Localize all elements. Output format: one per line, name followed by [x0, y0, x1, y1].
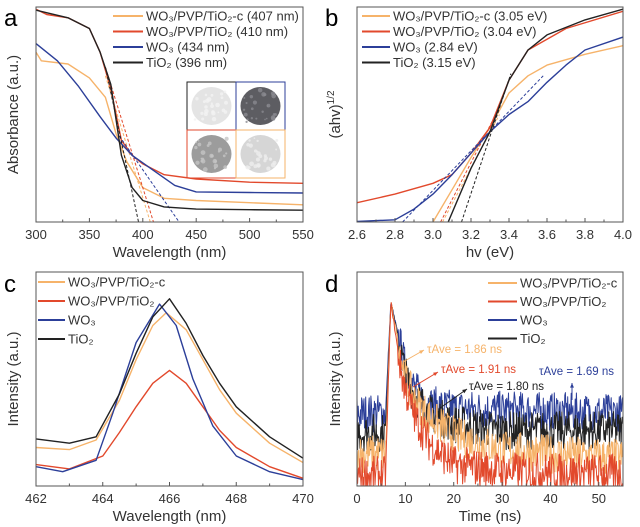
- legend: WO₃/PVP/TiO₂-c (3.05 eV)WO₃/PVP/TiO₂ (3.…: [362, 9, 547, 70]
- x-tick-label: 30: [495, 491, 509, 506]
- x-tick-label: 10: [398, 491, 412, 506]
- x-tick-label: 3.0: [424, 227, 442, 242]
- plot-frame: [356, 271, 624, 487]
- legend-entry: WO₃ (434 nm): [146, 40, 229, 55]
- y-axis-label: Intensity (a.u.): [5, 331, 22, 426]
- series-line-3: [357, 304, 623, 452]
- legend-entry: TiO₂: [520, 331, 546, 346]
- panel-a: a 300 350 400 450 500 550 Wavelength (nm) Absorb…: [4, 5, 314, 261]
- series-line-1: [36, 369, 303, 479]
- arrowhead-icon: [419, 350, 424, 354]
- x-axis-label: hv (eV): [466, 244, 514, 261]
- legend-entry: WO₃/PVP/TiO₂: [68, 294, 154, 309]
- x-tick-label: 20: [446, 491, 460, 506]
- legend-entry: WO₃ (2.84 eV): [393, 40, 478, 55]
- lifetime-annotation: τAve = 1.91 ns: [441, 364, 516, 376]
- legend-entry: WO₃/PVP/TiO₂ (3.04 eV): [393, 24, 537, 39]
- legend-entry: WO₃/PVP/TiO₂-c (3.05 eV): [393, 9, 547, 24]
- x-tick-label: 470: [292, 491, 314, 506]
- x-tick-label: 2.6: [348, 227, 366, 242]
- series-line-2: [36, 303, 303, 481]
- series-line-0: [432, 45, 623, 222]
- y-axis-label: Absorbance (a.u.): [5, 55, 22, 174]
- tangent-line-2: [402, 75, 544, 222]
- legend-entry: TiO₂: [68, 332, 94, 347]
- x-tick-label: 468: [225, 491, 247, 506]
- lifetime-annotation: τAve = 1.80 ns: [469, 381, 544, 393]
- x-tick-label: 466: [159, 491, 181, 506]
- x-tick-label: 550: [292, 227, 314, 242]
- tangent-line-3: [461, 73, 512, 222]
- series-line-3: [36, 9, 303, 211]
- x-tick-label: 0: [353, 491, 360, 506]
- sample-photos-inset: [186, 81, 286, 179]
- x-tick-label: 464: [92, 491, 114, 506]
- legend: WO₃/PVP/TiO₂-c WO₃/PVP/TiO₂ WO₃ TiO₂: [488, 276, 618, 346]
- x-axis-label: Wavelength (nm): [113, 244, 227, 261]
- panel-letter: d: [325, 271, 338, 298]
- panel-letter: a: [4, 5, 18, 32]
- x-tick-label: 3.8: [576, 227, 594, 242]
- series-line-0: [357, 302, 623, 475]
- x-tick-label: 450: [185, 227, 207, 242]
- legend: WO₃/PVP/TiO₂-c WO₃/PVP/TiO₂ WO₃ TiO₂: [38, 275, 166, 347]
- series-line-3: [447, 8, 623, 222]
- x-tick-label: 300: [25, 227, 47, 242]
- lifetime-annotation: τAve = 1.69 ns: [539, 366, 614, 378]
- x-tick-label: 4.0: [614, 227, 632, 242]
- x-tick-label: 2.8: [386, 227, 404, 242]
- series-line-2: [36, 43, 303, 194]
- panel-d: d 0 10 20 30 40 50 Time (ns) Intensity (a.u.) WO₃…: [325, 271, 624, 525]
- arrowhead-icon: [462, 389, 467, 394]
- legend-entry: WO₃/PVP/TiO₂ (410 nm): [146, 24, 288, 39]
- tangent-line-1: [440, 114, 497, 222]
- series-line-3: [36, 298, 303, 459]
- annotation-arrow: [412, 371, 439, 388]
- x-tick-label: 350: [79, 227, 101, 242]
- tangent-line-2: [118, 135, 180, 222]
- x-axis-label: Time (ns): [459, 508, 522, 525]
- x-tick-label: 50: [592, 491, 606, 506]
- legend-entry: TiO₂ (396 nm): [146, 55, 227, 70]
- legend-entry: WO₃/PVP/TiO₂-c: [68, 275, 166, 290]
- x-tick-label: 462: [25, 491, 47, 506]
- legend-entry: TiO₂ (3.15 eV): [393, 55, 476, 70]
- y-axis-label-superscript: 1/2: [326, 90, 337, 104]
- arrowhead-icon: [433, 372, 438, 377]
- annotation-arrow: [439, 388, 468, 409]
- x-tick-label: 3.4: [500, 227, 518, 242]
- legend-entry: WO₃: [68, 313, 96, 328]
- y-axis-label: Intensity (a.u.): [327, 331, 344, 426]
- y-axis-label: (ahv)1/2: [326, 90, 344, 139]
- x-axis-label: Wavelength (nm): [113, 508, 227, 525]
- panel-c: c 462 464 466 468 470 Wavelength (nm) Intensity…: [4, 271, 314, 525]
- legend: WO₃/PVP/TiO₂-c (407 nm)WO₃/PVP/TiO₂ (410…: [113, 9, 299, 70]
- x-tick-label: 3.2: [462, 227, 480, 242]
- legend-entry: WO₃/PVP/TiO₂-c: [520, 276, 618, 291]
- panel-letter: b: [325, 5, 338, 32]
- series-line-1: [357, 302, 623, 486]
- panel-b: b 2.6 2.8 3.0 3.2 3.4 3.6 3.8 4.0 hv (eV) (ahv)1/2…: [325, 5, 632, 261]
- legend-entry: WO₃/PVP/TiO₂: [520, 294, 606, 309]
- series-line-0: [36, 51, 303, 206]
- tangent-line-1: [104, 67, 154, 222]
- lifetime-annotation: τAve = 1.86 ns: [427, 344, 502, 356]
- x-tick-label: 400: [132, 227, 154, 242]
- y-axis-label-base: (ahv): [327, 104, 344, 138]
- x-tick-label: 40: [543, 491, 557, 506]
- legend-entry: WO₃: [520, 313, 548, 328]
- tangent-line-3: [104, 67, 140, 222]
- panel-letter: c: [4, 271, 16, 298]
- x-tick-label: 3.6: [538, 227, 556, 242]
- arrowhead-icon: [570, 383, 574, 388]
- x-tick-label: 500: [239, 227, 261, 242]
- legend-entry: WO₃/PVP/TiO₂-c (407 nm): [146, 9, 299, 24]
